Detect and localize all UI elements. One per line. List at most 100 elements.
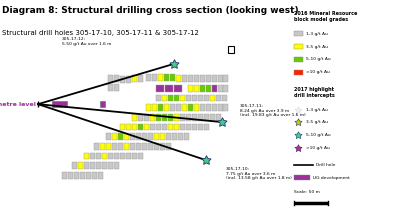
Text: 305-metre level: 305-metre level xyxy=(0,102,36,107)
Bar xyxy=(90,162,95,169)
Bar xyxy=(186,124,191,130)
Bar xyxy=(166,133,171,140)
Bar xyxy=(194,85,199,92)
Bar xyxy=(96,153,101,159)
Bar xyxy=(162,124,167,130)
Bar xyxy=(80,172,85,179)
Bar xyxy=(146,74,151,81)
Bar xyxy=(108,84,113,91)
Bar xyxy=(130,133,135,140)
Text: Drill hole: Drill hole xyxy=(316,163,336,167)
Text: 2016 Mineral Resource
block model grades: 2016 Mineral Resource block model grades xyxy=(294,11,357,22)
Bar xyxy=(90,153,95,159)
Bar xyxy=(186,95,191,101)
Bar xyxy=(132,75,137,82)
Bar xyxy=(160,143,165,150)
Bar xyxy=(172,133,177,140)
Bar xyxy=(216,95,221,101)
Bar xyxy=(218,75,223,82)
Text: 3-5 g/t Au: 3-5 g/t Au xyxy=(306,120,328,124)
Bar xyxy=(68,172,73,179)
Bar xyxy=(174,95,179,101)
Bar xyxy=(158,104,163,111)
Text: Scale: 50 m: Scale: 50 m xyxy=(294,190,320,194)
Bar xyxy=(144,124,149,130)
Bar xyxy=(138,114,143,121)
Bar xyxy=(150,124,155,130)
Bar xyxy=(132,124,137,130)
Bar xyxy=(228,46,234,53)
Bar xyxy=(156,95,161,101)
Bar xyxy=(118,133,123,140)
Bar xyxy=(223,85,228,92)
Bar xyxy=(120,153,125,159)
Bar xyxy=(156,85,164,92)
Bar xyxy=(52,101,67,107)
Bar xyxy=(218,104,223,111)
Bar xyxy=(150,114,155,121)
Bar xyxy=(168,95,173,101)
Bar xyxy=(108,153,113,159)
Bar xyxy=(212,85,217,92)
Bar xyxy=(158,74,163,81)
Bar xyxy=(178,133,183,140)
Bar xyxy=(112,143,117,150)
Bar xyxy=(174,85,182,92)
Text: 305-17-11:
8.24 g/t Au over 3.9 m
(incl. 19.83 g/t Au over 1.6 m): 305-17-11: 8.24 g/t Au over 3.9 m (incl.… xyxy=(240,104,306,117)
Bar xyxy=(168,114,173,121)
Bar xyxy=(152,74,157,81)
Bar xyxy=(84,153,89,159)
Bar xyxy=(176,104,181,111)
Bar xyxy=(294,175,310,180)
Bar xyxy=(206,85,211,92)
Text: 305-17-10:
7.75 g/t Au over 3.6 m
(incl. 13.58 g/t Au over 1.8 m): 305-17-10: 7.75 g/t Au over 3.6 m (incl.… xyxy=(226,167,292,180)
Bar xyxy=(164,74,169,81)
Bar xyxy=(192,114,197,121)
Bar xyxy=(114,162,119,169)
Bar xyxy=(204,95,209,101)
Bar xyxy=(144,114,149,121)
Text: 5-10 g/t Au: 5-10 g/t Au xyxy=(306,133,331,137)
Text: Structural drill holes 305-17-10, 305-17-11 & 305-17-12: Structural drill holes 305-17-10, 305-17… xyxy=(2,30,199,36)
Bar xyxy=(136,133,141,140)
Bar xyxy=(156,114,161,121)
Bar xyxy=(182,75,187,82)
Bar xyxy=(132,114,137,121)
Bar xyxy=(154,133,159,140)
Text: >10 g/t Au: >10 g/t Au xyxy=(306,146,330,150)
Bar xyxy=(152,104,157,111)
Bar xyxy=(294,70,303,75)
Bar xyxy=(156,124,161,130)
Bar xyxy=(92,172,97,179)
Bar xyxy=(86,172,91,179)
Bar xyxy=(126,76,131,83)
Bar xyxy=(216,114,221,121)
Bar xyxy=(154,143,159,150)
Bar xyxy=(174,124,179,130)
Bar xyxy=(174,114,179,121)
Bar xyxy=(192,124,197,130)
Bar xyxy=(124,143,129,150)
Bar xyxy=(188,104,193,111)
Bar xyxy=(114,153,119,159)
Bar xyxy=(170,104,175,111)
Bar xyxy=(126,153,131,159)
Bar xyxy=(164,104,169,111)
Text: 305-17-12:
5.50 g/t Au over 1.6 m: 305-17-12: 5.50 g/t Au over 1.6 m xyxy=(62,37,111,46)
Bar xyxy=(212,104,217,111)
Text: 1-3 g/t Au: 1-3 g/t Au xyxy=(306,108,328,112)
Bar xyxy=(212,75,217,82)
Bar xyxy=(126,124,131,130)
Bar xyxy=(102,162,107,169)
Bar xyxy=(130,143,135,150)
Bar xyxy=(162,114,167,121)
Bar xyxy=(106,133,111,140)
Bar xyxy=(148,133,153,140)
Bar xyxy=(204,124,209,130)
Bar xyxy=(223,75,228,82)
Bar xyxy=(62,172,67,179)
Bar xyxy=(162,95,167,101)
Bar xyxy=(78,162,83,169)
Bar xyxy=(294,57,303,62)
Bar xyxy=(206,75,211,82)
